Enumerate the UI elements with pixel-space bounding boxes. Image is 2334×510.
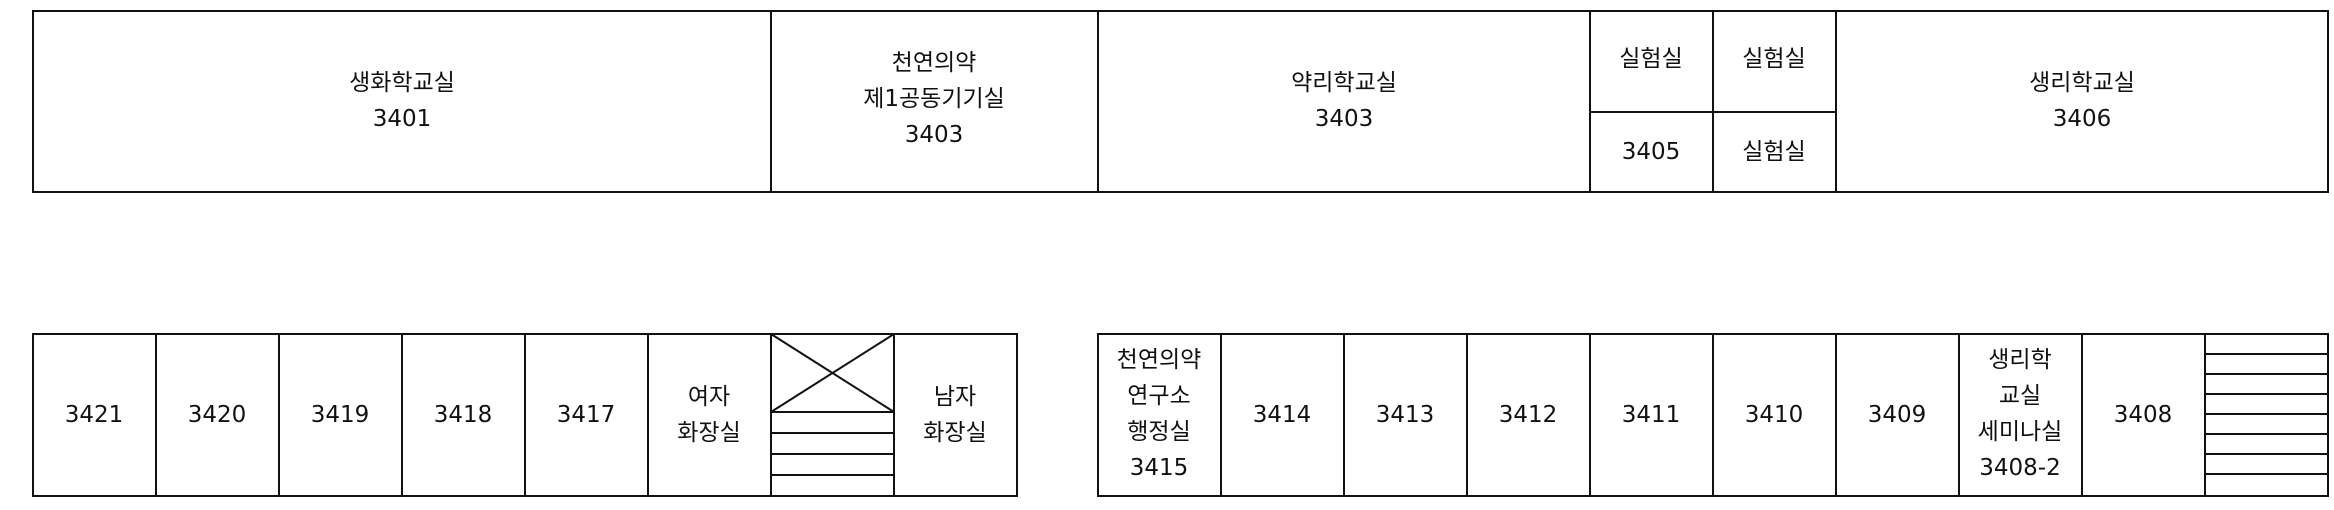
- room-3403-pharmacology-number: 3403: [1315, 106, 1374, 132]
- room-3415-line3: 행정실: [1127, 419, 1190, 445]
- room-3403-equipment-number: 3403: [905, 122, 964, 148]
- mens-restroom-line1: 남자: [934, 384, 976, 410]
- room-3408-number: 3408: [2114, 402, 2173, 428]
- room-3409-number: 3409: [1868, 402, 1927, 428]
- room-3411-number: 3411: [1622, 402, 1681, 428]
- room-3403-equipment-line2: 제1공동기기실: [863, 86, 1005, 112]
- mens-restroom: [893, 333, 1018, 497]
- room-3418-number: 3418: [434, 402, 493, 428]
- room-3408-2-line1: 생리학: [1988, 347, 2051, 373]
- womens-restroom: [647, 333, 772, 497]
- room-3415-line1: 천연의약: [1117, 347, 1202, 373]
- lab-bottom-right-label: 실험실: [1742, 139, 1805, 165]
- room-3401-name: 생화학교실: [349, 70, 455, 96]
- room-3412-number: 3412: [1499, 402, 1558, 428]
- room-3415-line2: 연구소: [1127, 383, 1190, 409]
- bottom-left-block: 3421 3420 3419 3418 3417 여자 화장실 남자 화장실: [32, 333, 1018, 497]
- room-3417-number: 3417: [557, 402, 616, 428]
- womens-restroom-line1: 여자: [688, 384, 730, 410]
- room-3403-pharmacology: [1097, 10, 1591, 193]
- room-3420-number: 3420: [188, 402, 247, 428]
- lab-top-left-label: 실험실: [1619, 46, 1682, 72]
- room-3403-pharmacology-name: 약리학교실: [1291, 70, 1397, 96]
- top-row: 생화학교실 3401 천연의약 제1공동기기실 3403 약리학교실 3403 …: [32, 10, 2329, 193]
- room-3406-name: 생리학교실: [2029, 70, 2135, 96]
- room-3410-number: 3410: [1745, 402, 1804, 428]
- room-3408-2-line2: 교실: [1999, 383, 2041, 409]
- room-3401: [32, 10, 772, 193]
- room-3406: [1835, 10, 2329, 193]
- stairs-x-icon: [770, 333, 895, 497]
- room-3414-number: 3414: [1253, 402, 1312, 428]
- room-3408-2-number: 3408-2: [1979, 455, 2060, 481]
- womens-restroom-line2: 화장실: [677, 420, 740, 446]
- stairs-icon: [2204, 333, 2329, 497]
- room-3405-number: 3405: [1622, 139, 1681, 165]
- lab-top-right-label: 실험실: [1742, 46, 1805, 72]
- room-3415-number: 3415: [1130, 455, 1189, 481]
- room-3413-number: 3413: [1376, 402, 1435, 428]
- mens-restroom-line2: 화장실: [923, 420, 986, 446]
- bottom-right-block: 천연의약 연구소 행정실 3415 3414 3413 3412 3411 34…: [1097, 333, 2329, 497]
- room-3408-2-line3: 세미나실: [1978, 419, 2063, 445]
- room-3419-number: 3419: [311, 402, 370, 428]
- room-3421-number: 3421: [65, 402, 124, 428]
- room-3401-number: 3401: [373, 106, 432, 132]
- room-3406-number: 3406: [2053, 106, 2112, 132]
- room-3403-equipment-line1: 천연의약: [892, 50, 977, 76]
